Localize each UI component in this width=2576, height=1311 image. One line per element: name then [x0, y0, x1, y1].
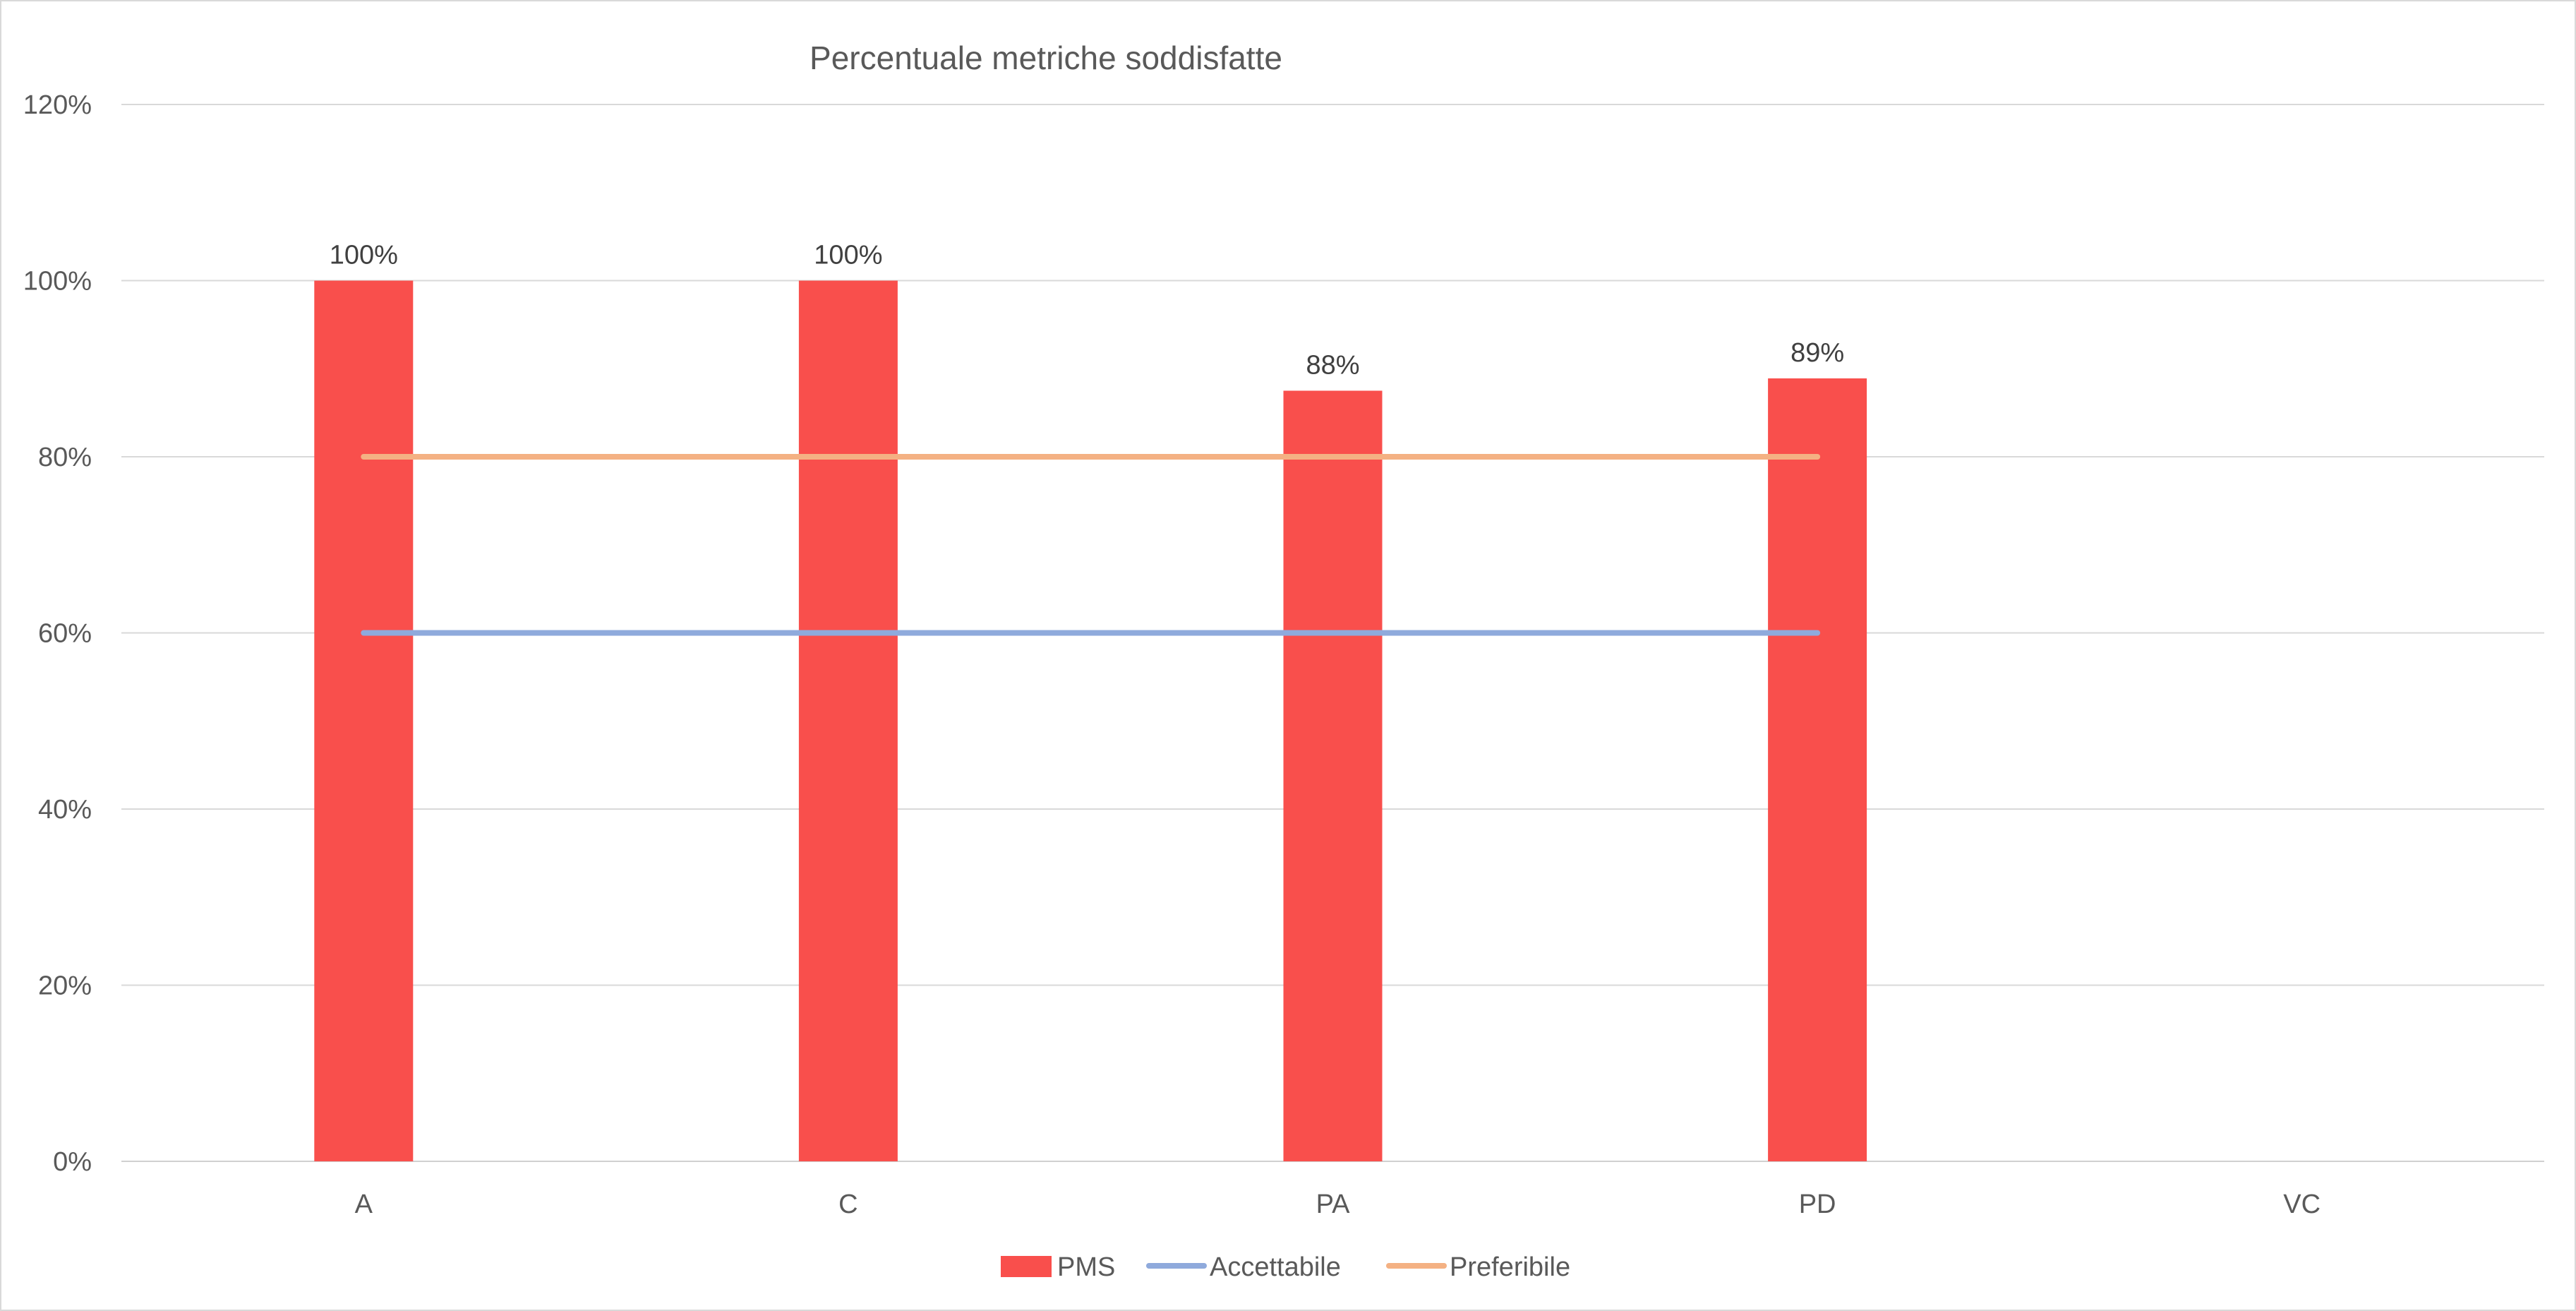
bar-pms	[314, 280, 414, 1161]
y-tick-label: 40%	[38, 795, 92, 825]
x-category-label: PD	[1799, 1190, 1836, 1219]
data-label: 89%	[1790, 338, 1844, 368]
chart-title: Percentuale metriche soddisfatte	[809, 40, 1282, 76]
y-tick-label: 120%	[23, 90, 92, 120]
data-label: 88%	[1306, 350, 1359, 380]
y-axis-tick-labels: 0% 20% 40% 60% 80% 100% 120%	[23, 90, 92, 1177]
x-category-label: C	[838, 1190, 857, 1219]
x-axis-category-labels: A C PA PD VC	[355, 1190, 2321, 1219]
legend-label-accettabile: Accettabile	[1210, 1252, 1341, 1282]
data-label: 100%	[814, 241, 882, 270]
legend-swatch-pms	[1001, 1256, 1052, 1277]
y-tick-label: 80%	[38, 443, 92, 472]
y-tick-label: 20%	[38, 971, 92, 1001]
legend-label-preferibile: Preferibile	[1450, 1252, 1570, 1282]
y-tick-label: 100%	[23, 267, 92, 297]
x-category-label: A	[355, 1190, 373, 1219]
bar-pms	[798, 280, 898, 1161]
bar-pms	[1768, 378, 1867, 1162]
bar-pms	[1283, 390, 1383, 1161]
y-tick-label: 60%	[38, 619, 92, 649]
bar-series-pms	[314, 280, 1867, 1162]
line-series	[361, 454, 1821, 636]
legend: PMS Accettabile Preferibile	[1001, 1252, 1570, 1282]
x-category-label: VC	[2283, 1190, 2321, 1219]
data-labels: 100% 100% 88% 89%	[330, 241, 1844, 381]
data-label: 100%	[330, 241, 398, 270]
legend-label-pms: PMS	[1057, 1252, 1115, 1282]
x-category-label: PA	[1316, 1190, 1351, 1219]
y-tick-label: 0%	[53, 1147, 92, 1177]
